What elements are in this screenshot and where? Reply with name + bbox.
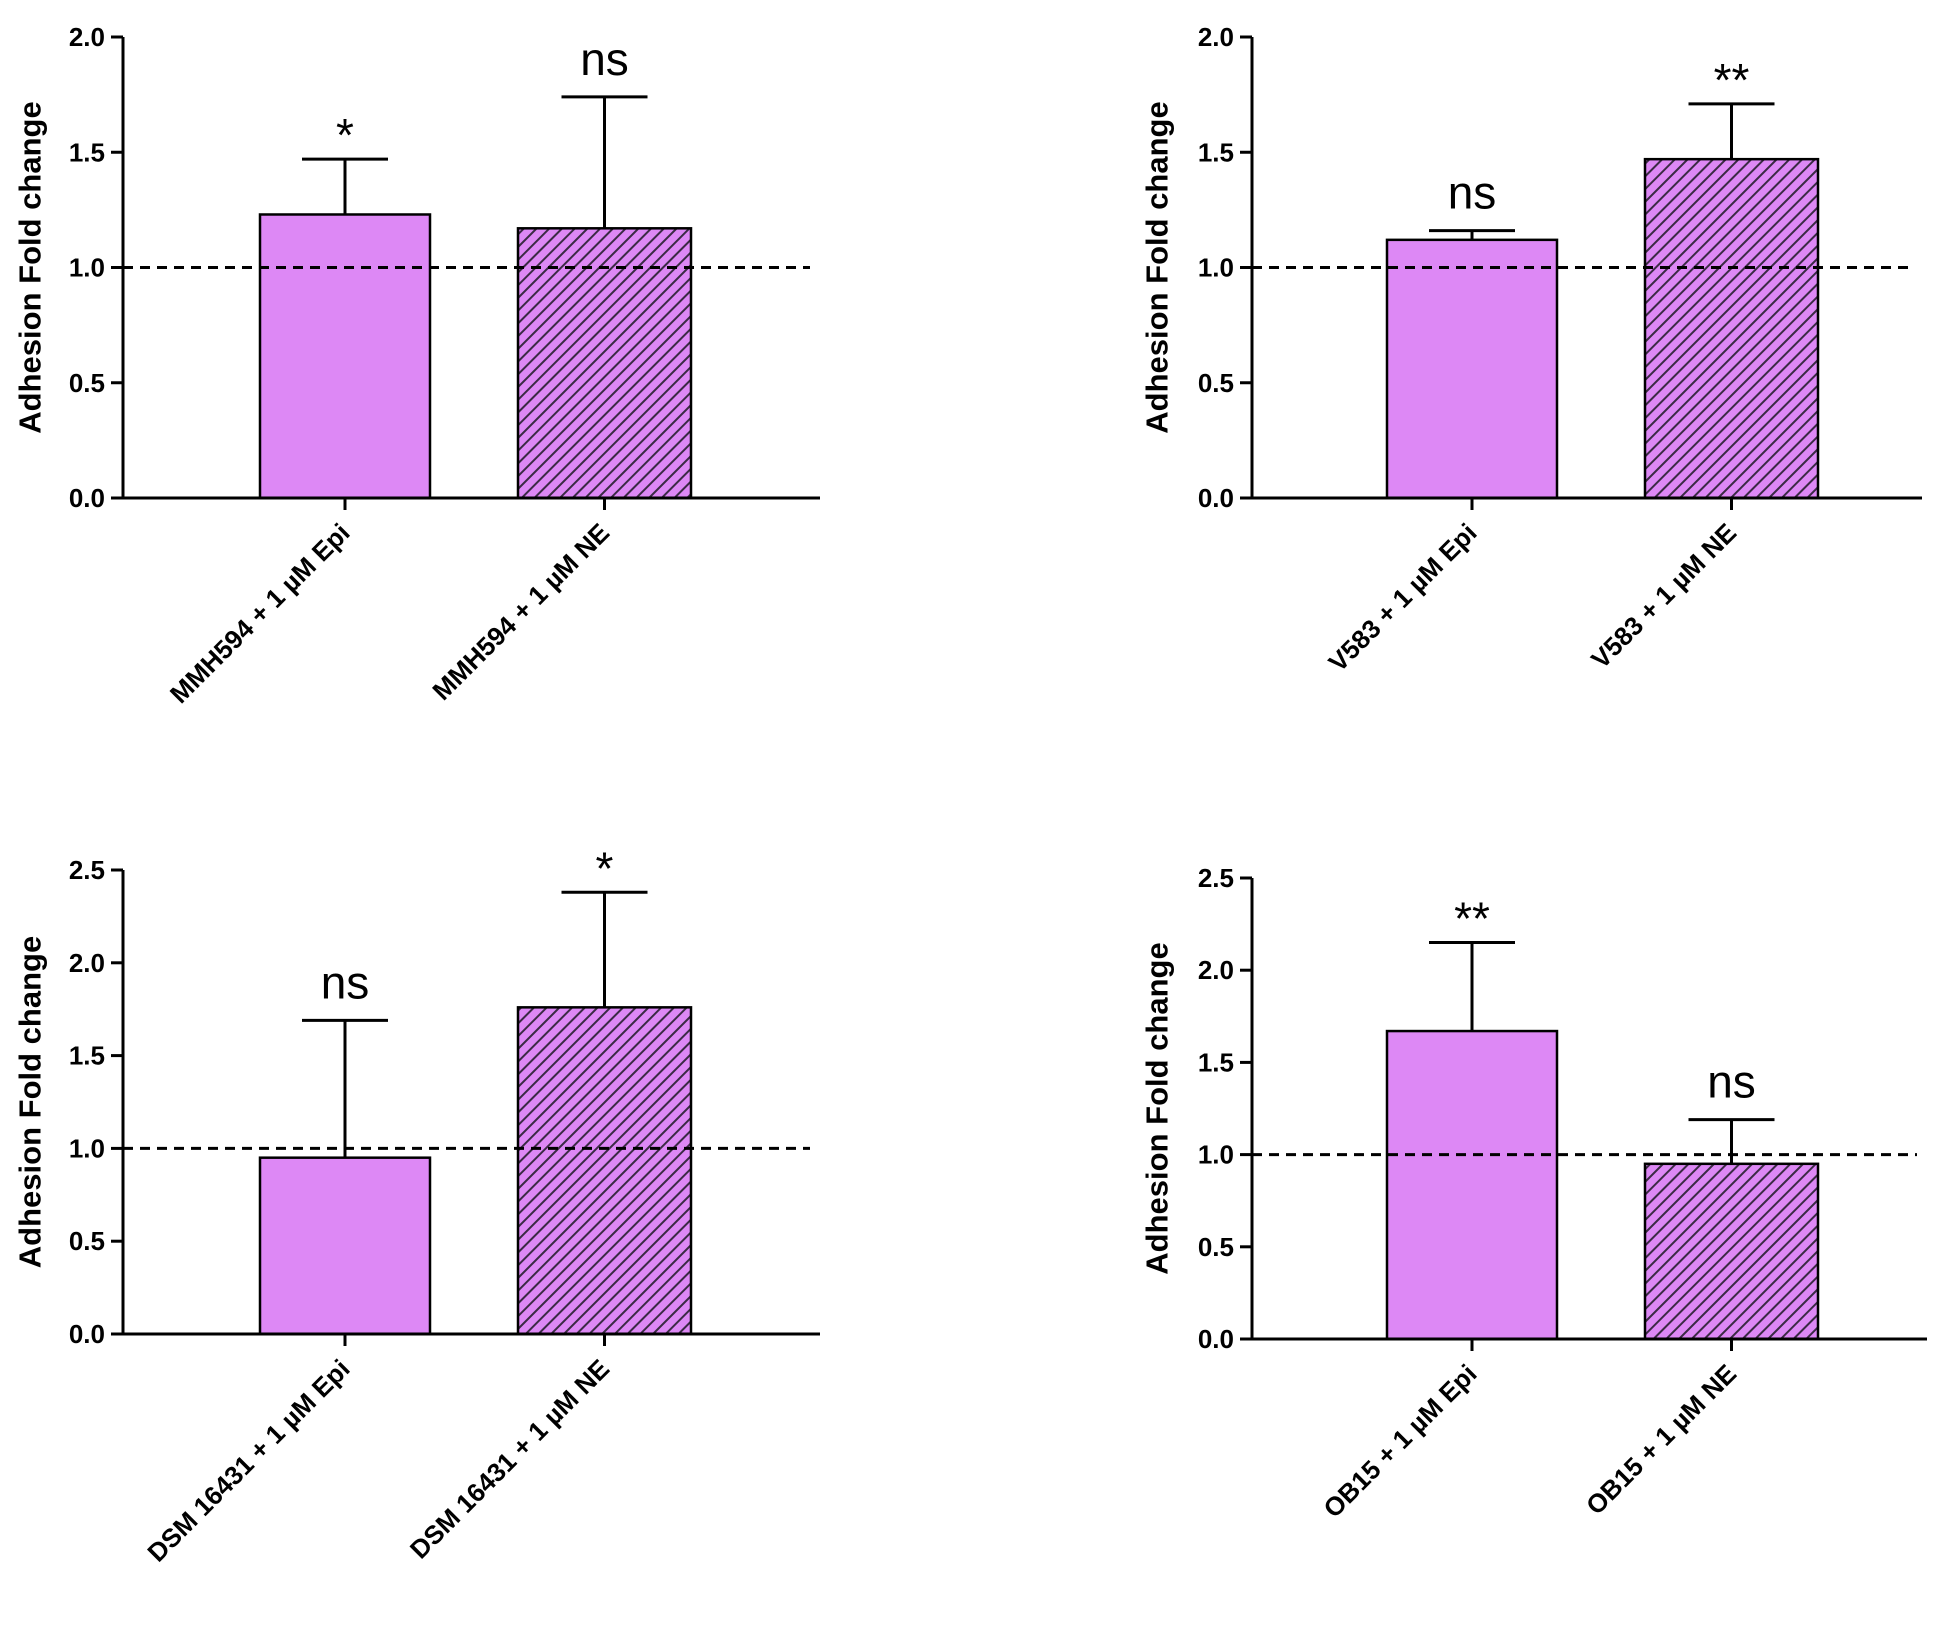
y-tick-label: 1.5 bbox=[1198, 137, 1234, 167]
significance-label: ns bbox=[1707, 1056, 1756, 1108]
bar-epi bbox=[1385, 238, 1559, 500]
y-tick-label: 2.5 bbox=[1198, 863, 1234, 893]
chart-panel-top-left: Adhesion Fold change 0.0 0.5 1.0 1.5 2.0 * MMH5… bbox=[13, 22, 820, 709]
bar-ne bbox=[516, 227, 693, 500]
y-tick-label: 0.5 bbox=[1198, 368, 1234, 398]
x-category-label: MMH594 + 1 µM NE bbox=[426, 517, 615, 706]
significance-label: ns bbox=[321, 956, 370, 1008]
x-category-label: MMH594 + 1 µM Epi bbox=[164, 517, 356, 709]
y-axis-label: Adhesion Fold change bbox=[13, 936, 48, 1268]
y-tick-label: 2.0 bbox=[1198, 955, 1234, 985]
y-tick-label: 1.5 bbox=[69, 1041, 105, 1071]
significance-label: ns bbox=[1448, 167, 1497, 219]
significance-label: ** bbox=[1454, 893, 1490, 945]
y-tick-label: 0.0 bbox=[69, 483, 105, 513]
x-category-label: V583 + 1 µM NE bbox=[1585, 517, 1742, 674]
y-tick-label: 1.0 bbox=[69, 1133, 105, 1163]
x-category-label: DSM 16431 + 1 µM NE bbox=[404, 1353, 615, 1564]
bar-epi bbox=[1385, 1029, 1559, 1341]
y-tick-label: 1.5 bbox=[69, 137, 105, 167]
y-axis-label: Adhesion Fold change bbox=[13, 101, 48, 433]
y-tick-label: 0.5 bbox=[1198, 1232, 1234, 1262]
significance-label: * bbox=[596, 842, 614, 894]
y-tick-label: 2.0 bbox=[69, 948, 105, 978]
y-tick-label: 0.0 bbox=[1198, 483, 1234, 513]
y-axis-label: Adhesion Fold change bbox=[1140, 101, 1175, 433]
y-tick-label: 0.0 bbox=[1198, 1324, 1234, 1354]
y-tick-label: 1.5 bbox=[1198, 1047, 1234, 1077]
bar-ne bbox=[1643, 1162, 1820, 1341]
y-tick-label: 1.0 bbox=[1198, 253, 1234, 283]
chart-panel-bottom-left: Adhesion Fold change 0.0 0.5 1.0 1.5 2.0 2.5 ns… bbox=[13, 842, 820, 1568]
significance-label: ns bbox=[580, 33, 629, 85]
y-tick-label: 2.0 bbox=[69, 22, 105, 52]
x-category-label: OB15 + 1 µM NE bbox=[1580, 1358, 1742, 1520]
y-tick-label: 2.0 bbox=[1198, 22, 1234, 52]
bar-ne bbox=[1643, 157, 1820, 500]
y-axis-label: Adhesion Fold change bbox=[1140, 942, 1175, 1274]
bar-ne bbox=[516, 1006, 693, 1336]
y-tick-label: 0.5 bbox=[69, 368, 105, 398]
x-category-label: OB15 + 1 µM Epi bbox=[1317, 1358, 1482, 1523]
bar-epi bbox=[258, 1156, 432, 1336]
y-tick-label: 1.0 bbox=[1198, 1140, 1234, 1170]
y-tick-label: 1.0 bbox=[69, 253, 105, 283]
bar-epi bbox=[258, 213, 432, 500]
significance-label: * bbox=[336, 109, 354, 161]
chart-panel-top-right: Adhesion Fold change 0.0 0.5 1.0 1.5 2.0 ns V58… bbox=[1140, 22, 1922, 677]
x-category-label: V583 + 1 µM Epi bbox=[1323, 517, 1483, 677]
y-tick-label: 0.5 bbox=[69, 1226, 105, 1256]
chart-panel-bottom-right: Adhesion Fold change 0.0 0.5 1.0 1.5 2.0 2.5 **… bbox=[1140, 863, 1927, 1524]
y-tick-label: 0.0 bbox=[69, 1319, 105, 1349]
y-tick-label: 2.5 bbox=[69, 855, 105, 885]
significance-label: ** bbox=[1714, 54, 1750, 106]
x-category-label: DSM 16431 + 1 µM Epi bbox=[141, 1353, 355, 1567]
